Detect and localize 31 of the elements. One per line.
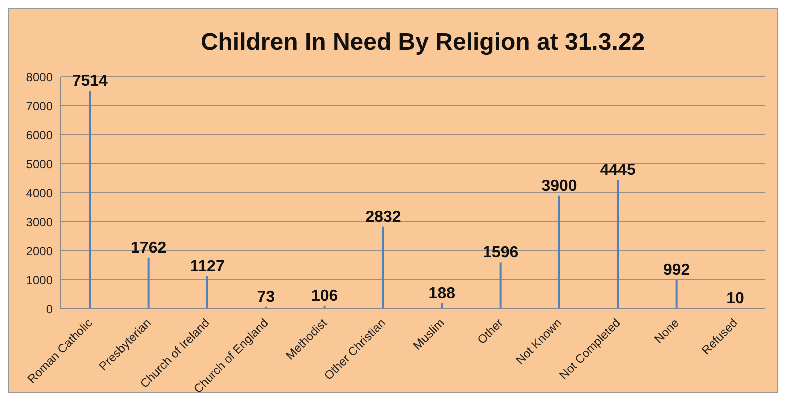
data-label: 7514: [72, 73, 108, 90]
data-label: 73: [257, 288, 276, 306]
y-tick-label: 7000: [26, 99, 54, 114]
y-tick-label: 3000: [26, 215, 54, 230]
bar: [206, 276, 208, 309]
y-tick-label: 1000: [26, 273, 54, 288]
data-label: 1127: [190, 258, 225, 276]
bar: [441, 304, 444, 309]
data-label: 992: [663, 262, 690, 280]
y-tick-label: 8000: [26, 70, 54, 84]
bar: [500, 262, 502, 309]
chart-title: Children In Need By Religion at 31.3.22: [200, 28, 646, 58]
y-tick-label: 2000: [26, 244, 54, 258]
y-tick-label: 5000: [26, 157, 54, 172]
data-label: 3900: [542, 178, 578, 195]
y-tick-label: 6000: [26, 128, 54, 142]
bar: [382, 226, 384, 309]
data-label: 188: [428, 286, 456, 303]
y-tick-label: 4000: [26, 186, 54, 200]
data-label: 2832: [366, 208, 402, 226]
data-label: 106: [311, 288, 338, 305]
y-tick-label: 0: [46, 302, 54, 316]
data-label: 1596: [483, 244, 519, 262]
data-label: 10: [726, 290, 744, 308]
bar: [676, 280, 678, 309]
data-label: 4445: [600, 162, 636, 180]
bar: [148, 258, 150, 309]
data-label: 1762: [131, 240, 167, 257]
bar: [617, 180, 620, 309]
bar: [89, 91, 92, 309]
bar: [558, 196, 560, 309]
